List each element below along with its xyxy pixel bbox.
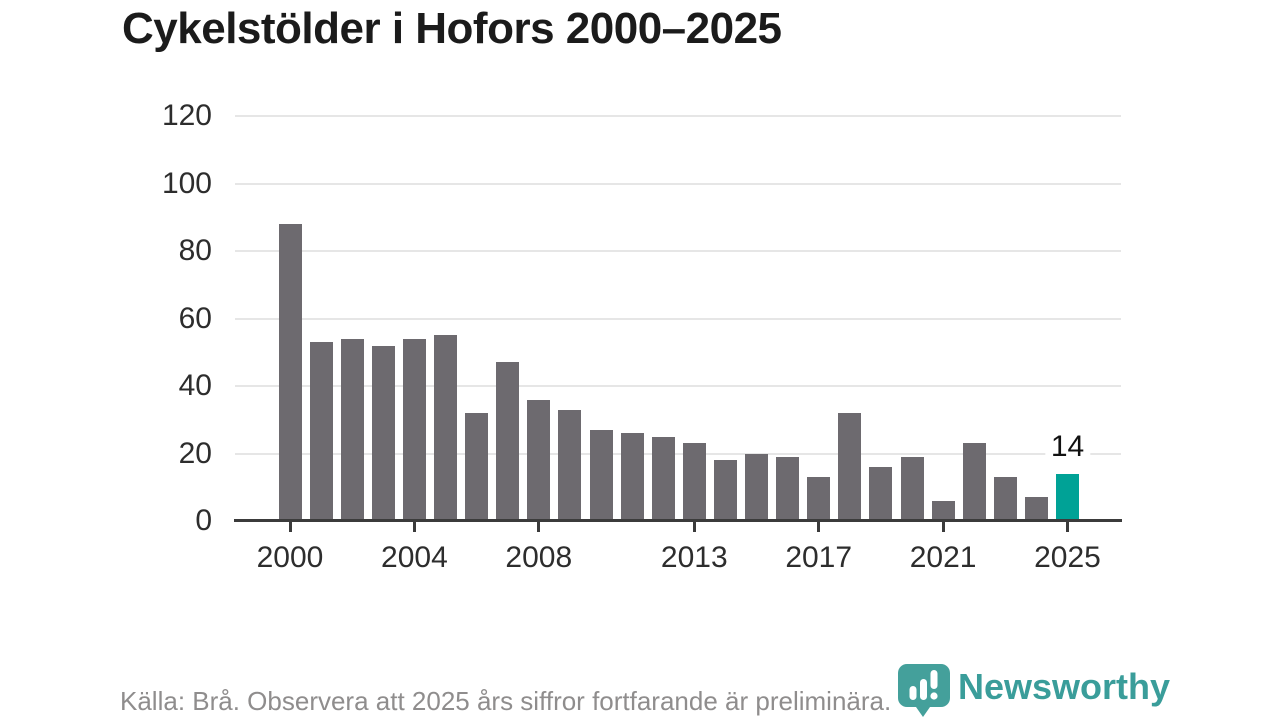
bar-2018 [838,413,862,521]
bar-2023 [993,477,1017,521]
x-axis-label-2021: 2021 [909,541,977,574]
bar-2003 [371,345,395,521]
newsworthy-logo-text: Newsworthy [958,666,1171,707]
gridline-60 [235,317,1121,320]
x-axis-tick-2017 [817,522,821,532]
bar-2016 [776,456,800,521]
bar-2024 [1024,497,1048,521]
bar-2011 [620,433,644,521]
source-note: Källa: Brå. Observera att 2025 års siffr… [120,686,892,716]
y-axis-label-0: 0 [195,504,212,537]
bar-2012 [651,436,675,521]
newsworthy-logo-icon [898,664,950,717]
x-axis-tick-2021 [941,522,945,532]
y-axis-label-100: 100 [161,166,212,200]
x-axis-label-2025: 2025 [1034,541,1101,574]
gridline-100 [235,182,1121,185]
bar-2008 [527,399,551,521]
bar-2006 [465,413,489,521]
bar-2014 [713,460,737,521]
y-axis-label-120: 120 [161,99,212,132]
x-axis-tick-2004 [412,522,416,532]
bar-2001 [309,342,333,521]
chart-title: Cykelstölder i Hofors 2000–2025 [122,4,782,53]
gridline-80 [235,250,1121,252]
y-axis-label-40: 40 [178,369,212,402]
bar-2015 [745,453,768,521]
y-axis-label-80: 80 [178,234,212,267]
x-axis-label-2008: 2008 [505,541,573,574]
newsworthy-logo: Newsworthy [897,662,1170,718]
y-axis-label-60: 60 [178,301,212,335]
plot-area [234,115,1122,522]
x-axis-label-2004: 2004 [381,541,448,574]
x-axis-tick-2008 [537,522,541,532]
bar-2005 [434,335,457,521]
gridline-20 [235,452,1121,455]
bar-2013 [682,443,706,521]
bar-2002 [340,338,364,521]
x-axis-tick-2000 [288,522,292,532]
bar-highlighted-2025 [1056,473,1079,521]
bar-2021 [931,500,955,521]
x-axis-label-2013: 2013 [660,541,728,574]
bar-2007 [496,362,520,521]
bar-2010 [589,429,613,521]
x-axis-label-2017: 2017 [785,541,853,574]
gridline-40 [235,385,1121,387]
y-axis-label-20: 20 [178,436,212,470]
bar-2022 [962,443,986,521]
value-label: 14 [1044,430,1091,464]
x-axis-label-2000: 2000 [256,541,324,574]
bar-2000 [278,224,302,521]
x-axis-tick-2025 [1066,522,1069,532]
bar-2020 [900,456,924,521]
gridline-120 [235,115,1121,117]
x-axis-line [234,519,1122,522]
bar-2019 [869,467,893,521]
bar-2004 [402,338,426,521]
bar-2017 [807,477,831,521]
x-axis-tick-2013 [692,522,696,532]
bar-2009 [558,409,582,521]
